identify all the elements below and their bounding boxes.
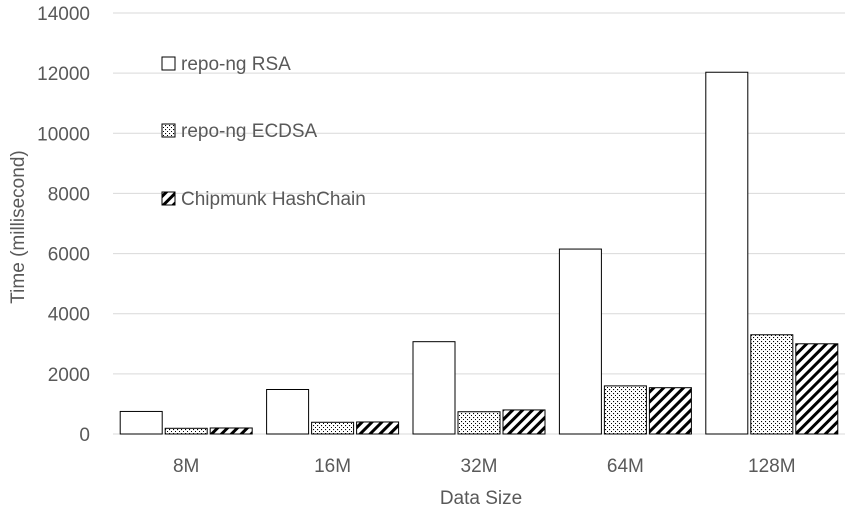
bar-dotted-128M: [750, 334, 794, 435]
bar-diagonal-stripes-32M: [502, 409, 546, 435]
x-tick-label: 128M: [748, 456, 796, 477]
bar-dotted-16M: [311, 421, 355, 435]
bars: [119, 71, 839, 435]
y-tick-label: 10000: [37, 124, 90, 145]
x-tick-label: 16M: [314, 456, 351, 477]
bar-solid-white-64M: [558, 248, 602, 435]
y-tick-label: 12000: [37, 64, 90, 85]
bar-solid-white-128M: [705, 71, 749, 435]
legend-label: Chipmunk HashChain: [181, 189, 366, 210]
bar-diagonal-stripes-64M: [648, 387, 692, 435]
y-tick-label: 6000: [48, 245, 90, 266]
x-tick-label: 8M: [173, 456, 199, 477]
y-tick-label: 2000: [48, 365, 90, 386]
y-axis-tick-labels: 0 2000 4000 6000 8000 10000 12000 14000: [37, 4, 90, 446]
legend-swatch-diagonal-stripes: [161, 191, 176, 206]
y-axis-title: Time (millisecond): [8, 150, 29, 303]
bar-diagonal-stripes-16M: [356, 421, 400, 435]
x-tick-label: 64M: [607, 456, 644, 477]
bar-dotted-32M: [457, 411, 501, 435]
bar-solid-white-16M: [266, 388, 310, 435]
y-tick-label: 0: [79, 425, 90, 446]
bar-diagonal-stripes-128M: [795, 343, 839, 435]
y-tick-label: 14000: [37, 4, 90, 25]
x-axis-title: Data Size: [440, 488, 522, 509]
legend-swatch-solid-white: [161, 56, 176, 71]
bar-solid-white-8M: [119, 410, 163, 435]
legend: repo-ng RSA repo-ng ECDSA Chipmunk HashCha…: [161, 54, 366, 210]
y-tick-label: 8000: [48, 184, 90, 205]
bar-dotted-8M: [164, 427, 208, 435]
x-axis-tick-labels: 8M 16M 32M 64M 128M: [173, 456, 796, 477]
bar-solid-white-32M: [412, 341, 456, 435]
legend-swatch-dotted: [161, 123, 176, 138]
bar-dotted-64M: [603, 385, 647, 435]
legend-label: repo-ng ECDSA: [181, 121, 318, 142]
x-tick-label: 32M: [461, 456, 498, 477]
y-tick-label: 4000: [48, 305, 90, 326]
legend-label: repo-ng RSA: [181, 54, 291, 75]
bar-diagonal-stripes-8M: [209, 427, 253, 435]
